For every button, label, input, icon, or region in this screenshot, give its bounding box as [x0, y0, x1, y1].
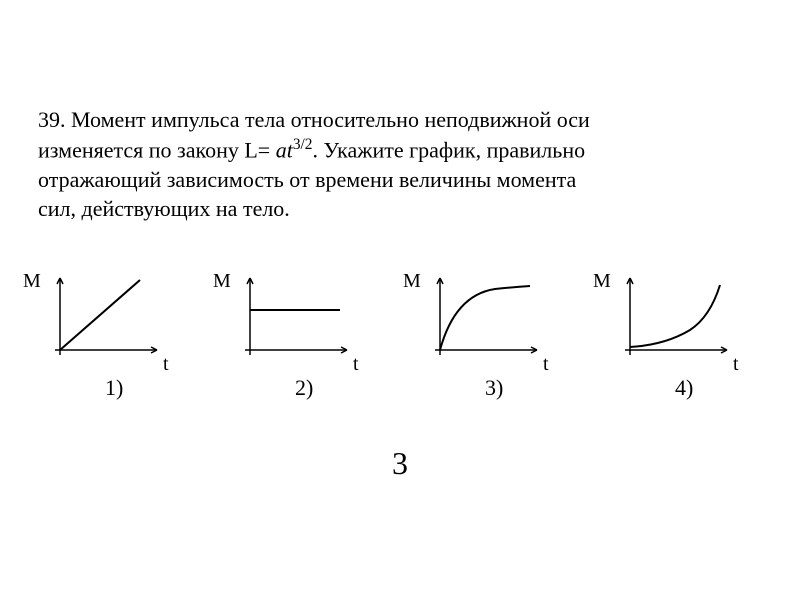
q-line1: 39. Момент импульса тела относительно не… — [38, 107, 590, 132]
q-line2-mid: . Укажите график, правильно — [312, 137, 585, 162]
chart-1-curve — [60, 280, 140, 350]
chart-4-curve — [630, 285, 720, 347]
chart-1: M t 1) — [45, 275, 185, 415]
charts-row: M t 1) M t 2) M t 3 — [45, 275, 755, 415]
answer-value: 3 — [0, 445, 800, 482]
chart-3-caption: 3) — [485, 375, 503, 401]
q-formula-base: at — [276, 137, 293, 162]
chart-3-ylabel: M — [403, 270, 421, 293]
chart-4-caption: 4) — [675, 375, 693, 401]
chart-3-xlabel: t — [543, 353, 549, 376]
chart-2-svg — [235, 275, 355, 365]
chart-2-ylabel: M — [213, 270, 231, 293]
q-formula-exp: 3/2 — [293, 136, 313, 153]
q-line3: отражающий зависимость от времени величи… — [38, 167, 576, 192]
chart-1-svg — [45, 275, 165, 365]
chart-4-svg — [615, 275, 735, 365]
chart-2-xlabel: t — [353, 353, 359, 376]
chart-3: M t 3) — [425, 275, 565, 415]
chart-4-xlabel: t — [733, 353, 739, 376]
q-line2-prefix: изменяется по закону L= — [38, 137, 276, 162]
chart-4-ylabel: M — [593, 270, 611, 293]
question-text: 39. Момент импульса тела относительно не… — [38, 105, 762, 224]
chart-1-xlabel: t — [163, 353, 169, 376]
chart-2: M t 2) — [235, 275, 375, 415]
chart-4: M t 4) — [615, 275, 755, 415]
chart-3-svg — [425, 275, 545, 365]
chart-1-ylabel: M — [23, 270, 41, 293]
q-line4: сил, действующих на тело. — [38, 196, 290, 221]
chart-3-curve — [440, 286, 530, 350]
chart-2-caption: 2) — [295, 375, 313, 401]
chart-1-caption: 1) — [105, 375, 123, 401]
